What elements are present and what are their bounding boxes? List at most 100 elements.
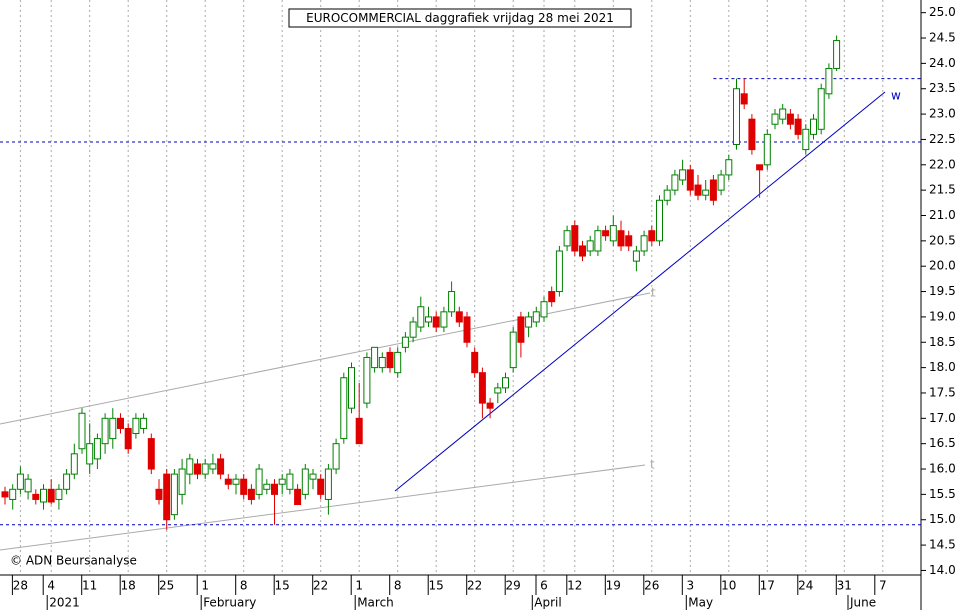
y-tick-label: 20.5 xyxy=(929,233,956,247)
candle-body xyxy=(825,67,833,95)
candle-body xyxy=(340,377,348,440)
candle-body xyxy=(263,483,271,490)
candle-body xyxy=(301,468,309,495)
candle-body xyxy=(132,417,140,435)
y-tick-label: 21.0 xyxy=(929,208,956,222)
x-tick-label: 31 xyxy=(837,579,852,593)
candle-body xyxy=(833,40,841,69)
candle-body xyxy=(371,346,379,369)
candle-body xyxy=(448,291,456,313)
source: © ADN Beursanalyse xyxy=(10,554,137,568)
candle-body xyxy=(409,321,417,338)
candle-body xyxy=(232,478,240,485)
candle-body xyxy=(317,478,325,495)
candle-body xyxy=(109,417,117,440)
y-tick-label: 17.5 xyxy=(929,385,956,399)
candle-body xyxy=(363,356,371,404)
candle-body xyxy=(186,458,194,475)
x-tick-label: 17 xyxy=(760,579,775,593)
annotation: t xyxy=(650,458,655,472)
x-tick-label: 11 xyxy=(82,579,97,593)
candle-body xyxy=(286,473,294,490)
candle-body xyxy=(586,240,594,252)
y-tick-label: 22.0 xyxy=(929,157,956,171)
x-tick-label: 22 xyxy=(467,579,482,593)
candle-body xyxy=(810,118,817,135)
x-tick-label: 8 xyxy=(240,579,248,593)
y-tick-label: 16.5 xyxy=(929,436,956,450)
candle-body xyxy=(432,316,440,328)
candle-body xyxy=(517,316,525,343)
candle-body xyxy=(709,179,717,201)
candle-body xyxy=(563,230,571,247)
x-tick-label: 10 xyxy=(721,579,736,593)
candle-body xyxy=(332,443,340,470)
candle-body xyxy=(817,88,825,130)
y-tick-label: 14.5 xyxy=(929,538,956,552)
candle-body xyxy=(663,189,671,201)
candle-body xyxy=(671,174,679,191)
candle-body xyxy=(617,230,625,247)
trend-line xyxy=(394,91,886,492)
month-label: February xyxy=(203,596,256,610)
candle-body xyxy=(47,488,55,503)
candle-body xyxy=(178,468,186,495)
candle-body xyxy=(756,164,764,171)
candle-body xyxy=(294,488,302,506)
candle-body xyxy=(324,468,332,500)
y-tick-label: 25.0 xyxy=(929,5,956,19)
candle-body xyxy=(124,427,132,450)
x-tick-label: 18 xyxy=(121,579,136,593)
candle-body xyxy=(1,491,9,498)
candle-body xyxy=(70,453,78,475)
candle-body xyxy=(656,199,663,242)
y-tick-label: 21.5 xyxy=(929,183,956,197)
candle-body xyxy=(309,473,317,480)
candle-body xyxy=(63,473,71,490)
candle-body xyxy=(32,493,40,500)
candle-body xyxy=(786,113,794,125)
candle-body xyxy=(494,387,502,394)
y-tick-label: 19.0 xyxy=(929,309,956,323)
candle-body xyxy=(224,478,232,485)
candle-body xyxy=(194,463,201,475)
candle-body xyxy=(602,230,610,237)
x-tick-label: 29 xyxy=(506,579,521,593)
candle-body xyxy=(140,417,148,429)
candle-body xyxy=(425,316,432,323)
x-tick-label: 15 xyxy=(429,579,444,593)
candle-body xyxy=(686,169,694,191)
candle-body xyxy=(802,128,810,151)
candle-body xyxy=(679,169,687,181)
candle-body xyxy=(247,488,255,500)
candle-body xyxy=(78,412,86,450)
candle-body xyxy=(386,351,394,369)
candle-body xyxy=(794,118,802,135)
y-tick-label: 24.0 xyxy=(929,56,956,70)
candle-body xyxy=(525,316,533,328)
y-tick-label: 23.5 xyxy=(929,81,956,95)
candle-body xyxy=(740,93,748,105)
candle-body xyxy=(101,417,109,445)
candle-body xyxy=(771,113,779,125)
candle-body xyxy=(640,235,648,252)
y-tick-label: 14.0 xyxy=(929,563,956,577)
y-tick-label: 19.5 xyxy=(929,284,956,298)
y-tick-label: 15.5 xyxy=(929,487,956,501)
x-tick-label: 6 xyxy=(540,579,548,593)
chart-title: EUROCOMMERCIAL daggrafiek vrijdag 28 mei… xyxy=(306,11,614,25)
candle-body xyxy=(463,316,471,343)
candle-body xyxy=(779,108,787,120)
candle-body xyxy=(579,245,586,257)
annotation: w xyxy=(891,89,901,103)
y-tick-label: 18.0 xyxy=(929,360,956,374)
y-tick-label: 24.5 xyxy=(929,31,956,45)
candle-body xyxy=(509,331,517,369)
y-tick-label: 23.0 xyxy=(929,107,956,121)
candle-body xyxy=(255,468,263,495)
x-tick-label: 8 xyxy=(394,579,402,593)
candle-body xyxy=(571,225,579,252)
x-tick-label: 28 xyxy=(13,579,28,593)
candle-body xyxy=(201,463,209,475)
